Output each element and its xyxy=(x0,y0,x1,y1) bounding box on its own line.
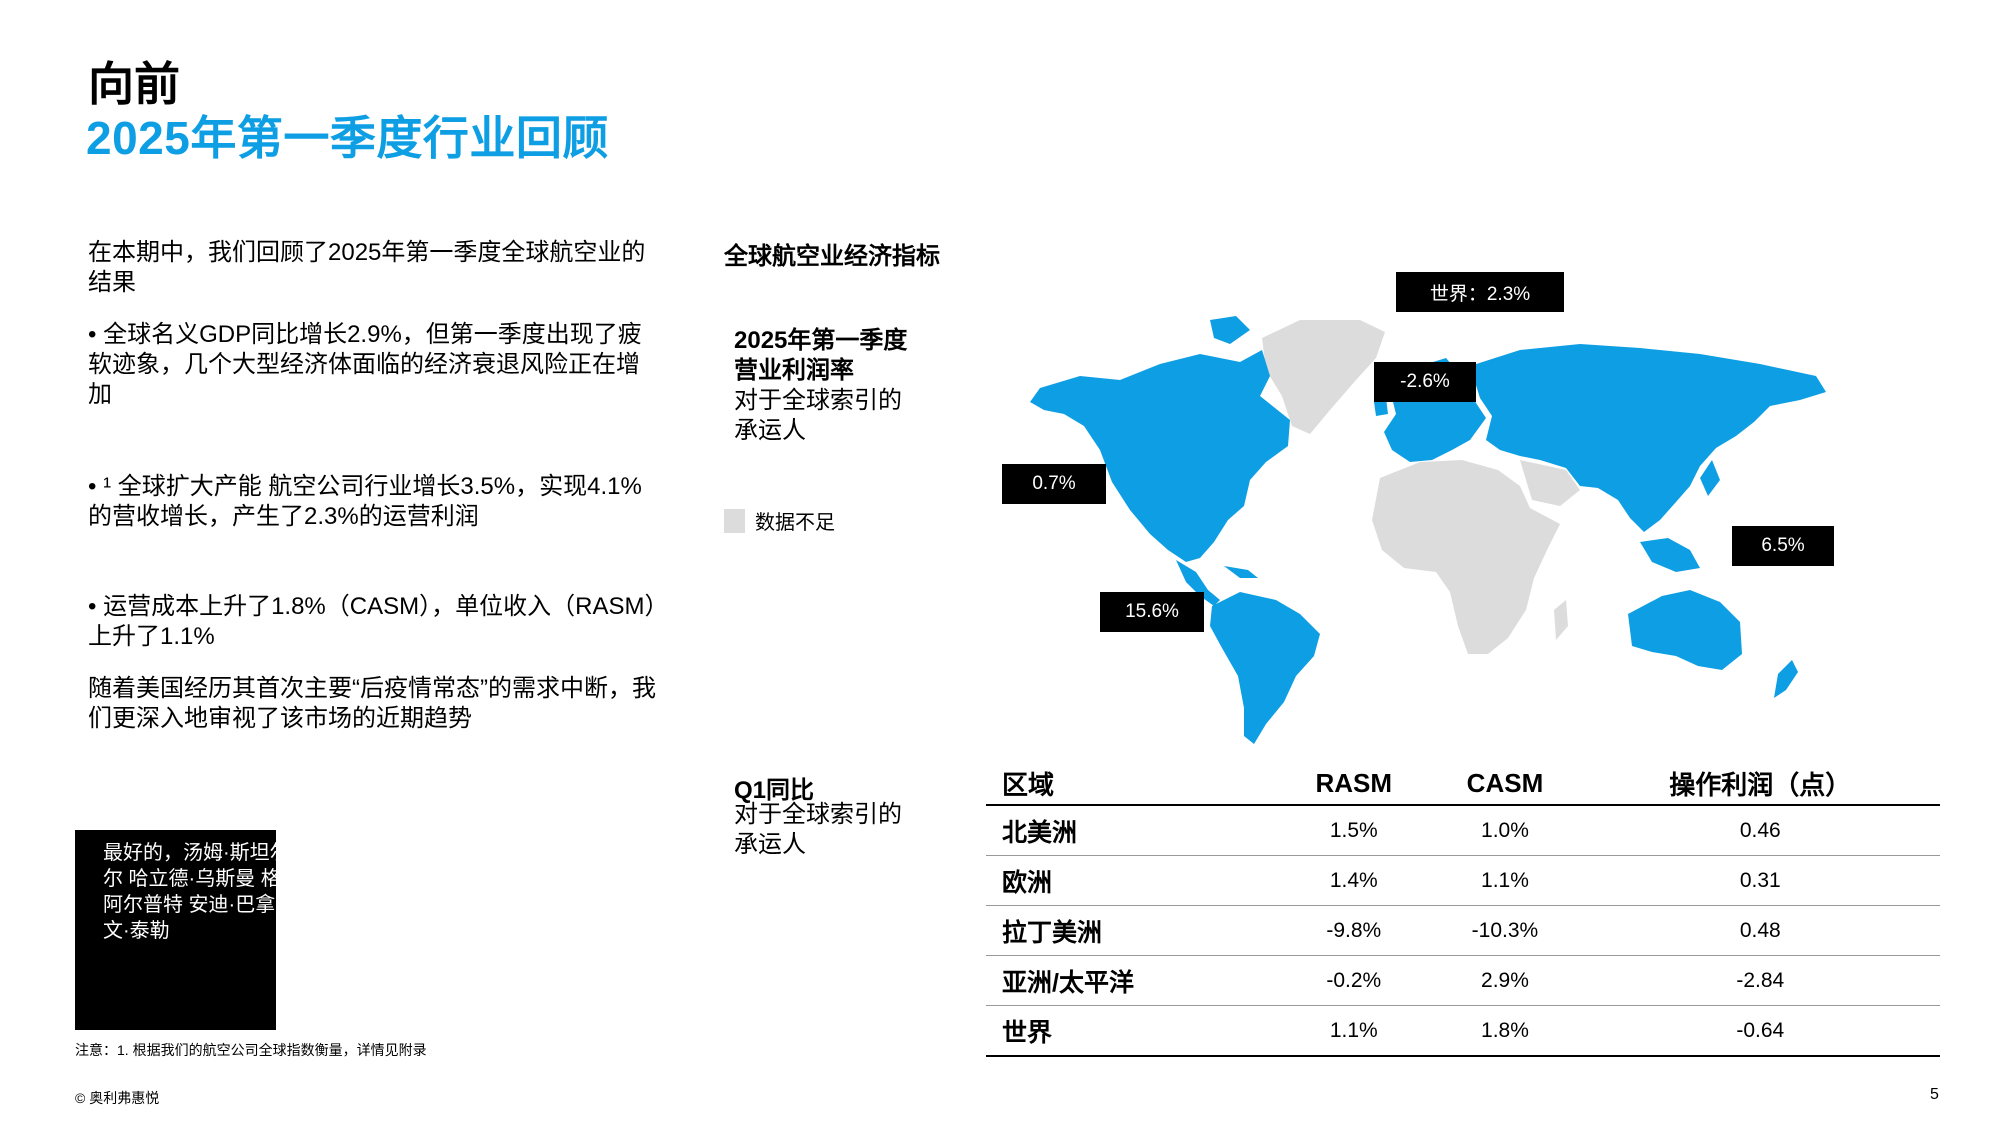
op-margin-cell: 0.31 xyxy=(1580,855,1940,906)
region-cell: 拉丁美洲 xyxy=(986,905,1279,956)
table-row: 拉丁美洲 -9.8% -10.3% 0.48 xyxy=(986,905,1940,956)
legend-label: 数据不足 xyxy=(755,512,835,534)
casm-cell: 1.1% xyxy=(1429,855,1581,906)
page-number: 5 xyxy=(1930,1086,1939,1103)
casm-cell: 2.9% xyxy=(1429,955,1581,1006)
africa-middle-east-shape xyxy=(1372,460,1580,654)
margin-title-line1: 2025年第一季度 xyxy=(734,327,908,354)
q1-subtitle: 对于全球索引的 承运人 xyxy=(734,800,902,860)
callout-north-america: 0.7% xyxy=(1002,464,1106,504)
table-row: 亚洲/太平洋 -0.2% 2.9% -2.84 xyxy=(986,955,1940,1006)
margin-subtitle: 对于全球索引的 承运人 xyxy=(734,386,902,446)
op-margin-cell: -0.64 xyxy=(1580,1005,1940,1057)
regional-table: 区域 RASM CASM 操作利润（点） 北美洲 1.5% 1.0% 0.46 … xyxy=(986,762,1940,1057)
callout-europe: -2.6% xyxy=(1374,362,1476,402)
australia-shape xyxy=(1628,590,1798,698)
table-row: 欧洲 1.4% 1.1% 0.31 xyxy=(986,855,1940,906)
greenland-shape xyxy=(1262,320,1385,434)
table-row: 北美洲 1.5% 1.0% 0.46 xyxy=(986,805,1940,856)
footnote: 注意：1. 根据我们的航空公司全球指数衡量，详情见附录 xyxy=(75,1042,427,1058)
bullet-capacity: • ¹ 全球扩大产能 航空公司行业增长3.5%，实现4.1%的营收增长，产生了2… xyxy=(88,473,642,530)
table-header-row: 区域 RASM CASM 操作利润（点） xyxy=(986,762,1940,806)
rasm-cell: -0.2% xyxy=(1278,955,1430,1006)
region-cell: 欧洲 xyxy=(986,855,1279,906)
intro-text: 在本期中，我们回顾了2025年第一季度全球航空业的结果 xyxy=(88,239,646,296)
op-margin-cell: 0.46 xyxy=(1580,805,1940,856)
bullet-gdp: • 全球名义GDP同比增长2.9%，但第一季度出现了疲软迹象，几个大型经济体面临… xyxy=(88,321,642,408)
margin-sub-line1: 对于全球索引的 xyxy=(734,387,902,414)
callout-latin-america: 15.6% xyxy=(1100,592,1204,632)
region-cell: 世界 xyxy=(986,1005,1279,1057)
rasm-cell: -9.8% xyxy=(1278,905,1430,956)
q1-title: Q1同比 xyxy=(734,777,815,804)
casm-cell: 1.0% xyxy=(1429,805,1581,856)
casm-cell: 1.8% xyxy=(1429,1005,1581,1057)
q1-sub-line2: 承运人 xyxy=(734,831,806,858)
region-cell: 亚洲/太平洋 xyxy=(986,955,1279,1006)
table-row: 世界 1.1% 1.8% -0.64 xyxy=(986,1005,1940,1057)
region-cell: 北美洲 xyxy=(986,805,1279,856)
margin-title: 2025年第一季度 营业利润率 xyxy=(734,326,907,386)
header-region: 区域 xyxy=(986,762,1279,806)
world-map xyxy=(1030,316,1826,744)
margin-title-line2: 营业利润率 xyxy=(734,357,854,384)
rasm-cell: 1.5% xyxy=(1278,805,1430,856)
bullet-costs: • 运营成本上升了1.8%（CASM），单位收入（RASM）上升了1.1% xyxy=(88,593,657,650)
legend-swatch xyxy=(724,508,745,533)
asia-shape xyxy=(1470,344,1826,572)
rasm-cell: 1.4% xyxy=(1278,855,1430,906)
header-op-margin: 操作利润（点） xyxy=(1580,762,1940,806)
signature-text: 最好的，汤姆·斯坦尔纳克尔 哈立德·乌斯曼 格兰特·阿尔普特 安迪·巴拿比 欧文… xyxy=(103,842,276,942)
rasm-cell: 1.1% xyxy=(1278,1005,1430,1057)
copyright: © 奥利弗惠悦 xyxy=(75,1090,160,1106)
op-margin-cell: -2.84 xyxy=(1580,955,1940,1006)
callout-asia-pacific: 6.5% xyxy=(1732,526,1834,566)
q1-sub-line1: 对于全球索引的 xyxy=(734,801,902,828)
legend: 数据不足 xyxy=(724,506,835,535)
page-subtitle: 2025年第一季度行业回顾 xyxy=(86,112,609,164)
south-america-shape xyxy=(1210,592,1320,744)
margin-sub-line2: 承运人 xyxy=(734,417,806,444)
callout-world: 世界：2.3% xyxy=(1396,272,1564,312)
op-margin-cell: 0.48 xyxy=(1580,905,1940,956)
header-casm: CASM xyxy=(1429,762,1581,806)
signature-box: 最好的，汤姆·斯坦尔纳克尔 哈立德·乌斯曼 格兰特·阿尔普特 安迪·巴拿比 欧文… xyxy=(75,830,276,1030)
page-title: 向前 xyxy=(88,58,180,110)
casm-cell: -10.3% xyxy=(1429,905,1581,956)
header-rasm: RASM xyxy=(1278,762,1430,806)
closing-text: 随着美国经历其首次主要“后疫情常态”的需求中断，我们更深入地审视了该市场的近期趋… xyxy=(88,675,656,732)
north-america-shape xyxy=(1030,316,1290,606)
map-heading: 全球航空业经济指标 xyxy=(724,243,940,270)
